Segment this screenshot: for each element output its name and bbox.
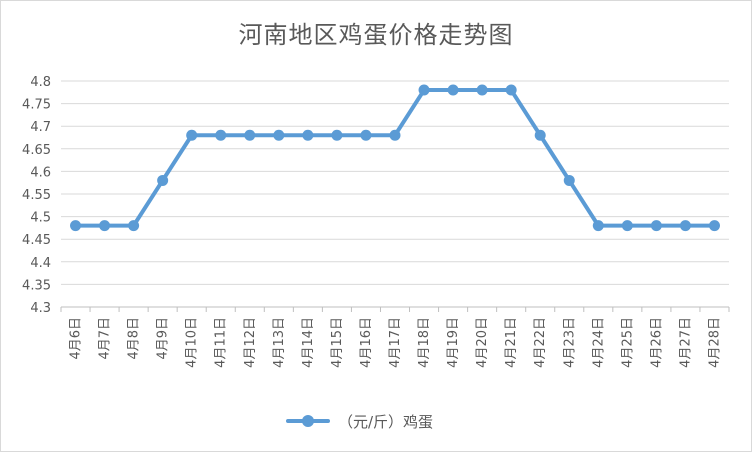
x-tick-label: 4月14日 [301, 317, 316, 368]
y-tick-label: 4.65 [22, 143, 51, 158]
data-point [476, 84, 488, 96]
chart-title: 河南地区鸡蛋价格走势图 [238, 21, 514, 49]
legend-label: （元/斤）鸡蛋 [338, 412, 434, 431]
data-point [621, 220, 633, 232]
y-tick-label: 4.5 [30, 211, 51, 226]
x-tick-label: 4月19日 [446, 317, 461, 368]
data-point [99, 220, 111, 232]
data-point [244, 129, 256, 141]
y-tick-label: 4.35 [22, 278, 51, 293]
y-tick-label: 4.55 [22, 188, 51, 203]
x-tick-label: 4月27日 [678, 317, 693, 368]
legend-swatch [286, 414, 330, 428]
data-point [157, 174, 169, 186]
x-tick-label: 4月20日 [475, 317, 490, 368]
x-tick-label: 4月8日 [127, 317, 142, 360]
data-point [389, 129, 401, 141]
y-tick-label: 4.6 [30, 165, 51, 180]
y-tick-label: 4.45 [22, 233, 51, 248]
x-tick-label: 4月23日 [562, 317, 577, 368]
data-point [186, 129, 198, 141]
data-point [128, 220, 140, 232]
series-line [73, 88, 717, 228]
x-tick-label: 4月22日 [533, 317, 548, 368]
data-point [447, 84, 459, 96]
data-point [215, 129, 227, 141]
data-point [679, 220, 691, 232]
data-point [273, 129, 285, 141]
data-point [331, 129, 343, 141]
x-tick-label: 4月11日 [214, 317, 229, 368]
data-point [505, 84, 517, 96]
x-tick-label: 4月7日 [98, 317, 113, 360]
y-tick-label: 4.7 [30, 120, 51, 135]
x-tick-label: 4月6日 [69, 317, 84, 360]
x-tick-label: 4月28日 [707, 317, 722, 368]
x-tick-label: 4月9日 [156, 317, 171, 360]
x-tick-label: 4月16日 [359, 317, 374, 368]
x-axis-ticks: 4月6日 4月7日 4月8日 4月9日 4月10日 4月11日 4月12日 4月13日 4月14… [69, 317, 723, 368]
data-point [592, 220, 604, 232]
data-point [708, 220, 720, 232]
y-axis-ticks: 4.3 4.35 4.4 4.45 4.5 4.55 4.6 4.65 4.7 4.75 4.8 [22, 75, 51, 316]
x-tick-label: 4月24日 [591, 317, 606, 368]
data-point [650, 220, 662, 232]
legend: （元/斤）鸡蛋 [286, 411, 433, 431]
data-point [70, 220, 82, 232]
x-tick-label: 4月13日 [272, 317, 287, 368]
y-tick-label: 4.3 [30, 301, 51, 316]
data-point [563, 174, 575, 186]
y-tick-label: 4.75 [22, 98, 51, 113]
data-point [534, 129, 546, 141]
x-tick-label: 4月15日 [330, 317, 345, 368]
x-tick-label: 4月21日 [504, 317, 519, 368]
x-tick-label: 4月10日 [185, 317, 200, 368]
x-tick-label: 4月17日 [388, 317, 403, 368]
x-tick-label: 4月18日 [417, 317, 432, 368]
data-point [302, 129, 314, 141]
x-tick-label: 4月12日 [243, 317, 258, 368]
gridlines [60, 80, 730, 312]
series-group [70, 84, 720, 232]
data-point [360, 129, 372, 141]
x-tick-label: 4月26日 [649, 317, 664, 368]
y-tick-label: 4.4 [30, 256, 51, 271]
y-tick-label: 4.8 [30, 75, 51, 90]
x-tick-label: 4月25日 [620, 317, 635, 368]
data-point [418, 84, 430, 96]
